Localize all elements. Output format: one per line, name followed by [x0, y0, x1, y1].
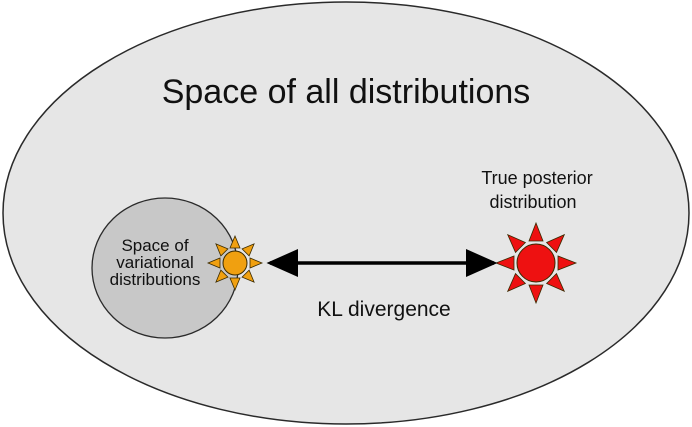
sun-core — [516, 243, 556, 283]
sun-ray — [506, 233, 527, 254]
diagram-title: Space of all distributions — [162, 73, 531, 111]
sun-ray — [545, 233, 566, 254]
sun-ray — [557, 255, 578, 271]
sun-ray — [528, 221, 544, 242]
variational-space-label-line3: distributions — [110, 270, 201, 289]
true-posterior-label-line2: distribution — [489, 192, 576, 212]
sun-ray — [229, 234, 241, 249]
sun-ray — [506, 272, 527, 293]
sun-ray — [206, 257, 221, 269]
sun-ray — [215, 243, 229, 257]
sun-ray — [241, 269, 255, 283]
sun-ray — [494, 255, 515, 271]
sun-ray — [241, 243, 255, 257]
variational-space-label-line2: variational — [116, 253, 194, 272]
sun-ray — [249, 257, 264, 269]
sun-ray — [528, 284, 544, 305]
sun-ray — [229, 277, 241, 292]
sun-icon — [494, 221, 578, 305]
sun-ray — [215, 269, 229, 283]
sun-ray — [545, 272, 566, 293]
kl-divergence-label: KL divergence — [317, 298, 450, 321]
sun-icon — [206, 234, 264, 292]
sun-core — [222, 250, 248, 276]
true-posterior-label-line1: True posterior — [481, 168, 592, 188]
variational-space-label-line1: Space of — [121, 236, 188, 255]
